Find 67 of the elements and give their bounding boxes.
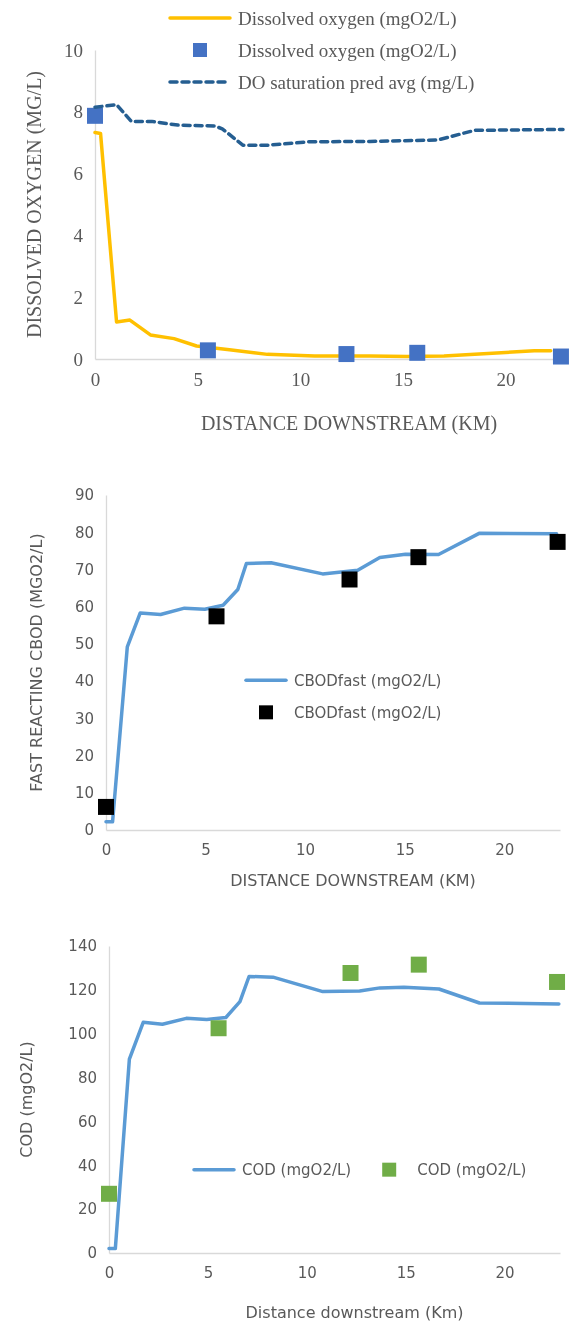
point — [87, 107, 103, 124]
y-tick-label: 0 — [87, 1244, 97, 1263]
line-series — [107, 974, 561, 1251]
x-tick-label: 10 — [296, 840, 316, 859]
x-tick-label: 0 — [104, 1263, 115, 1282]
legend-label: DO saturation pred avg (mg/L) — [238, 71, 475, 94]
y-tick-label: 140 — [68, 937, 97, 956]
x-axis-title: DISTANCE DOWNSTREAM (KM) — [200, 412, 498, 435]
x-tick-label: 0 — [101, 840, 112, 859]
y-tick-label: 50 — [74, 635, 94, 654]
y-tick-label: 80 — [77, 1068, 97, 1087]
point — [199, 342, 216, 359]
y-axis-title: COD (mgO2/L) — [16, 1041, 36, 1158]
x-tick-label: 15 — [393, 369, 413, 391]
y-tick-label: 0 — [84, 821, 94, 840]
point — [98, 798, 114, 815]
y-tick-label: 6 — [73, 163, 83, 185]
x-tick-label: 20 — [495, 840, 515, 859]
y-tick-label: 4 — [73, 224, 84, 246]
point — [208, 608, 225, 625]
y-tick-label: 0 — [73, 348, 83, 370]
y-tick-label: 120 — [68, 981, 97, 1000]
y-tick-label: 80 — [74, 523, 94, 542]
y-tick-label: 8 — [73, 101, 83, 123]
y-tick-label: 2 — [73, 286, 83, 308]
point — [549, 533, 566, 550]
y-tick-label: 20 — [74, 746, 94, 765]
y-tick-label: 40 — [74, 672, 94, 691]
y-tick-label: 10 — [74, 784, 94, 803]
x-tick-label: 5 — [193, 369, 203, 391]
x-axis-title: Distance downstream (Km) — [245, 1303, 464, 1322]
legend-label: COD (mgO2/L) — [242, 1160, 352, 1179]
x-tick-label: 15 — [395, 840, 415, 859]
legend-label: Dissolved oxygen (mgO2/L) — [238, 39, 457, 62]
point — [210, 1020, 227, 1037]
y-tick-label: 100 — [68, 1025, 97, 1044]
x-tick-label: 5 — [201, 840, 211, 859]
y-tick-label: 60 — [77, 1112, 97, 1131]
y-axis-title: FAST REACTING CBOD (MGO2/L) — [26, 533, 46, 792]
x-axis-title: DISTANCE DOWNSTREAM (KM) — [230, 871, 476, 890]
y-tick-label: 40 — [77, 1156, 97, 1175]
point — [552, 348, 569, 365]
x-tick-label: 5 — [203, 1263, 214, 1282]
y-tick-label: 20 — [77, 1200, 97, 1219]
point — [342, 964, 359, 981]
point — [410, 549, 427, 566]
y-tick-label: 30 — [74, 709, 94, 728]
point — [338, 346, 355, 363]
point — [410, 956, 427, 973]
y-tick-label: 10 — [64, 39, 83, 61]
x-tick-label: 10 — [297, 1263, 317, 1282]
y-axis-title: DISSOLVED OXYGEN (MG/L) — [23, 70, 46, 339]
point — [409, 344, 426, 361]
point — [341, 571, 358, 588]
y-tick-label: 90 — [74, 486, 94, 505]
legend-label: CBODfast (mgO2/L) — [294, 671, 442, 690]
x-tick-label: 10 — [291, 369, 311, 391]
y-tick-label: 60 — [74, 597, 94, 616]
y-tick-label: 70 — [74, 560, 94, 579]
point — [101, 1185, 117, 1202]
legend-label: Dissolved oxygen (mgO2/L) — [238, 7, 457, 30]
point — [549, 973, 566, 990]
legend-label: COD (mgO2/L) — [417, 1160, 527, 1179]
x-tick-label: 20 — [496, 369, 516, 391]
x-tick-label: 20 — [495, 1263, 515, 1282]
legend-label: CBODfast (mgO2/L) — [294, 703, 442, 722]
x-tick-label: 15 — [396, 1263, 416, 1282]
